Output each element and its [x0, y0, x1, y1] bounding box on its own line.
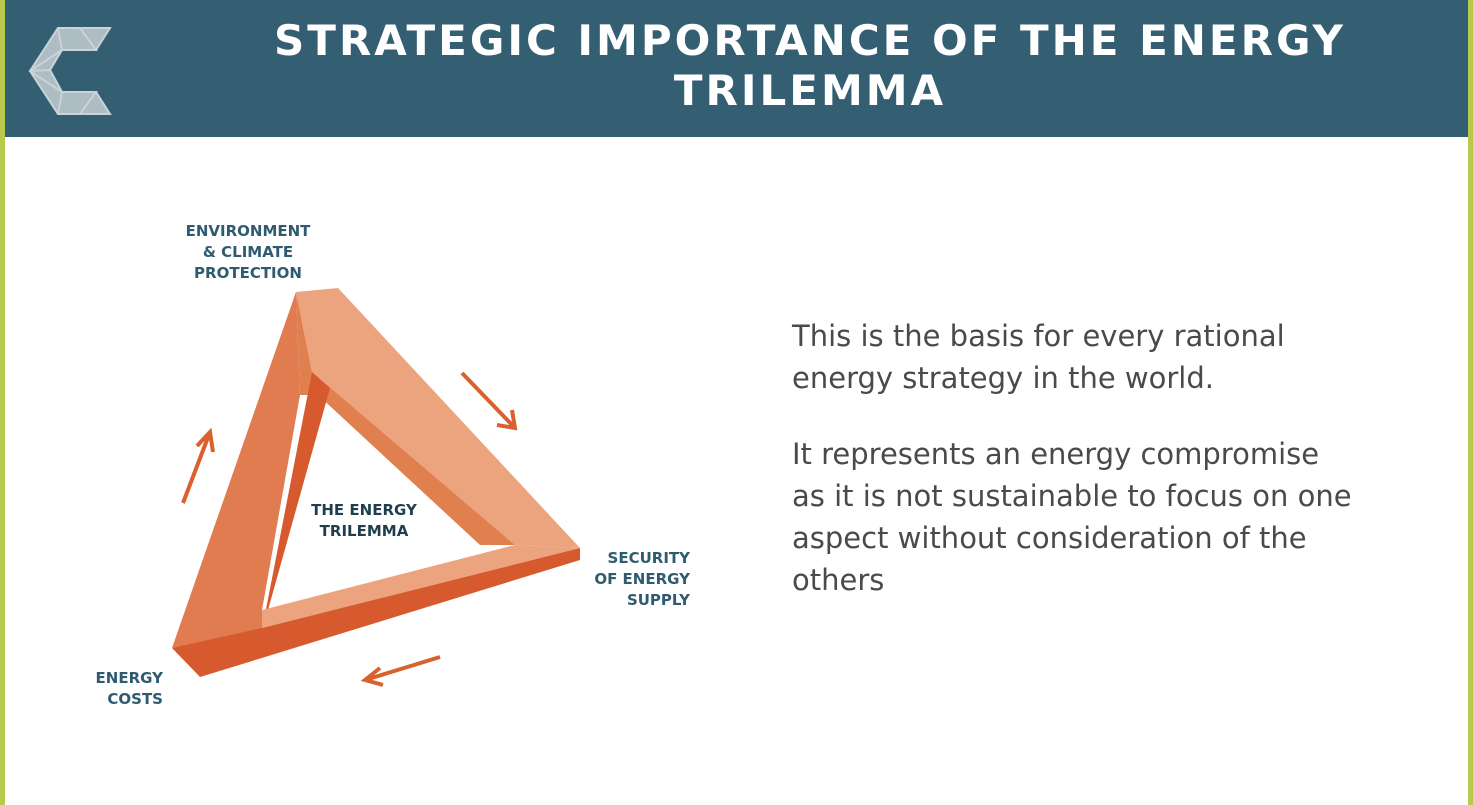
body-line: aspect without consideration of the [792, 521, 1307, 555]
top-label: & CLIMATE [203, 243, 293, 261]
left-label: ENERGY [96, 669, 165, 687]
header-band [5, 0, 1468, 137]
title-line: STRATEGIC IMPORTANCE OF THE ENERGY [274, 16, 1346, 65]
title-line: TRILEMMA [674, 66, 946, 115]
top-label: ENVIRONMENT [186, 222, 312, 240]
body-line: This is the basis for every rational [791, 319, 1285, 353]
top-label: PROTECTION [194, 264, 302, 282]
body-line: as it is not sustainable to focus on one [792, 479, 1352, 513]
right-label: OF ENERGY [594, 570, 691, 588]
penrose-triangle [172, 288, 580, 677]
body-line: others [792, 563, 884, 597]
right-label: SUPPLY [627, 591, 691, 609]
arrows [181, 371, 518, 687]
logo [28, 27, 112, 115]
body-line: energy strategy in the world. [792, 361, 1214, 395]
right-label: SECURITY [608, 549, 692, 567]
left-label: COSTS [107, 690, 163, 708]
center-label: TRILEMMA [320, 522, 409, 540]
body-line: It represents an energy compromise [792, 437, 1319, 471]
center-label: THE ENERGY [311, 501, 418, 519]
